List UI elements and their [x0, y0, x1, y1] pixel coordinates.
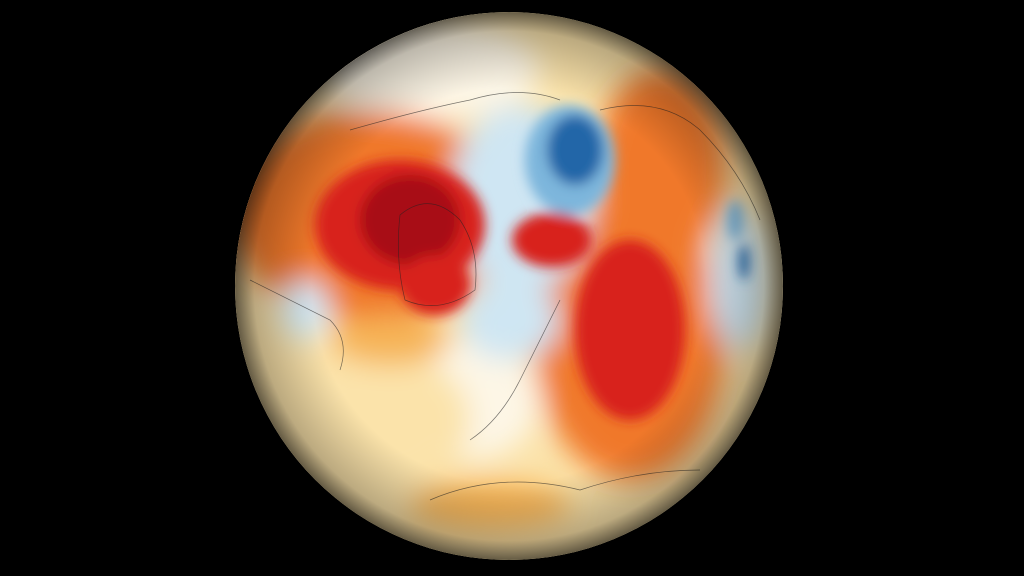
globe-shading [235, 12, 783, 560]
globe-surface [235, 12, 783, 560]
